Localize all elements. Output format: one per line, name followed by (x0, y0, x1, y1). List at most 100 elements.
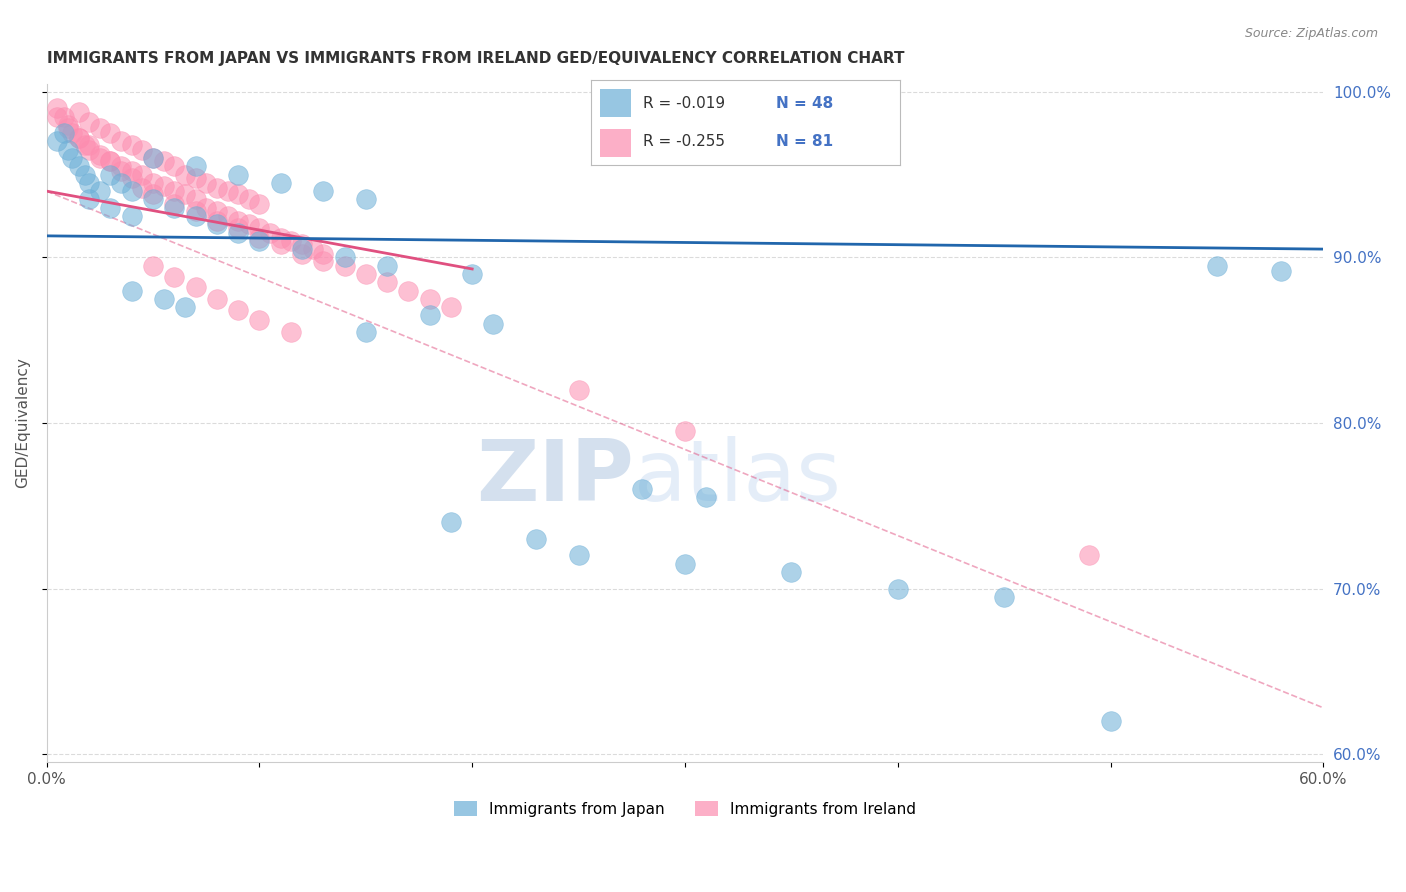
Point (440, 516, 463, 530)
Point (259, 226, 281, 240)
Point (142, 176, 165, 190)
Point (131, 168, 153, 182)
Point (184, 170, 207, 185)
Point (195, 176, 218, 190)
Point (46, 110, 69, 124)
Point (270, 237, 292, 252)
Point (291, 242, 314, 256)
Point (60, 151, 83, 165)
Point (333, 259, 356, 273)
Point (110, 135, 132, 149)
Point (142, 151, 165, 165)
Point (354, 325, 377, 339)
Point (270, 176, 292, 190)
Point (205, 292, 228, 306)
Point (673, 424, 696, 438)
Point (142, 193, 165, 207)
Point (482, 317, 505, 331)
Point (184, 204, 207, 219)
Point (1270, 263, 1292, 277)
Point (77, 193, 100, 207)
Point (100, 168, 122, 182)
Point (226, 226, 249, 240)
Point (121, 170, 143, 185)
Point (184, 193, 207, 207)
Point (52, 126, 75, 140)
Y-axis label: GED/Equivalency: GED/Equivalency (15, 358, 30, 489)
Legend: Immigrants from Japan, Immigrants from Ireland: Immigrants from Japan, Immigrants from I… (447, 795, 922, 822)
Point (89, 147, 111, 161)
Point (110, 176, 132, 190)
Text: ZIP: ZIP (477, 436, 634, 519)
Point (152, 154, 174, 169)
Point (249, 230, 271, 244)
Point (163, 184, 186, 198)
Point (195, 201, 218, 215)
Point (142, 187, 165, 202)
Point (56, 143, 79, 157)
Point (174, 168, 197, 182)
Point (184, 159, 207, 173)
Point (375, 259, 398, 273)
Point (673, 557, 696, 571)
Point (184, 209, 207, 223)
Point (461, 267, 484, 281)
Point (73, 168, 96, 182)
Point (67, 104, 90, 119)
Point (333, 251, 356, 265)
Point (226, 303, 249, 318)
Point (89, 121, 111, 136)
Point (73, 137, 96, 152)
Point (396, 284, 419, 298)
Point (312, 184, 335, 198)
Point (121, 137, 143, 152)
Point (249, 234, 271, 248)
Point (121, 284, 143, 298)
Point (270, 230, 292, 244)
Point (163, 159, 186, 173)
Point (249, 313, 271, 327)
Point (152, 179, 174, 194)
Point (77, 114, 100, 128)
Point (205, 217, 228, 231)
Point (280, 325, 302, 339)
Point (110, 159, 132, 173)
Point (174, 187, 197, 202)
Point (1078, 549, 1101, 563)
Point (226, 214, 249, 228)
Point (56, 118, 79, 132)
Point (205, 214, 228, 228)
Point (60, 126, 83, 140)
Point (354, 267, 377, 281)
Point (440, 300, 463, 314)
Point (121, 209, 143, 223)
Text: N = 81: N = 81 (776, 134, 834, 149)
Point (77, 176, 100, 190)
Point (524, 532, 547, 546)
Point (354, 193, 377, 207)
Point (238, 217, 260, 231)
Bar (600, 128, 631, 157)
Point (100, 154, 122, 169)
Point (291, 237, 314, 252)
Point (301, 242, 323, 256)
Point (205, 204, 228, 219)
Point (100, 126, 122, 140)
Point (131, 181, 153, 195)
Point (100, 154, 122, 169)
Point (887, 582, 910, 596)
Point (110, 164, 132, 178)
Point (163, 270, 186, 285)
Point (89, 184, 111, 198)
Point (174, 300, 197, 314)
Text: Source: ZipAtlas.com: Source: ZipAtlas.com (1244, 27, 1378, 40)
Point (89, 151, 111, 165)
Point (695, 491, 717, 505)
Point (419, 292, 441, 306)
Point (52, 110, 75, 124)
Point (249, 220, 271, 235)
Point (280, 234, 302, 248)
Point (142, 151, 165, 165)
Text: R = -0.255: R = -0.255 (643, 134, 725, 149)
Point (100, 201, 122, 215)
